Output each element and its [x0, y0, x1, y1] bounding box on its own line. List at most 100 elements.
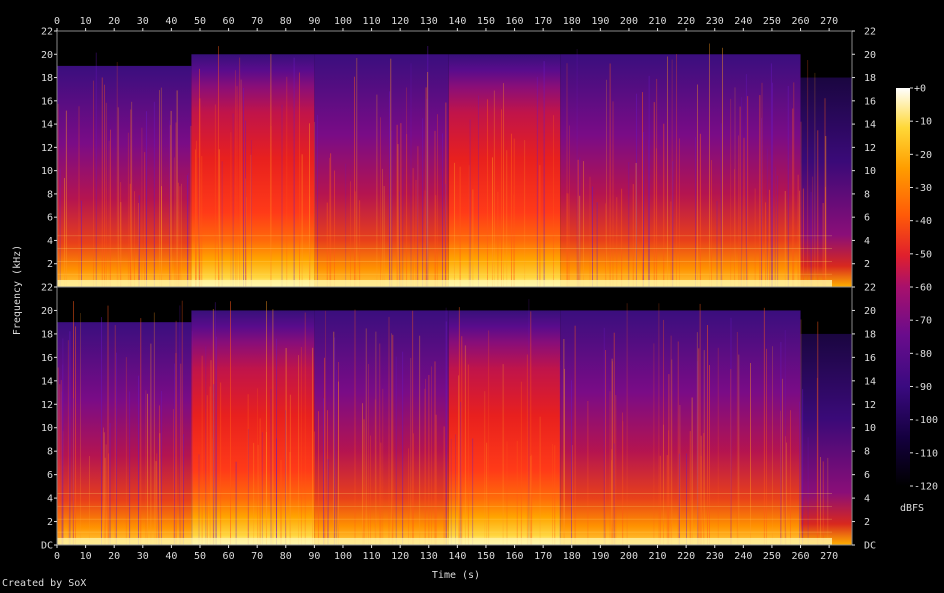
x-tick-label-top: 160	[506, 16, 524, 27]
x-tick-label: 60	[223, 551, 235, 562]
x-tick-label: 160	[506, 551, 524, 562]
credit-text: Created by SoX	[2, 578, 87, 589]
x-tick-label-top: 150	[477, 16, 495, 27]
colorbar-tick-label: -100	[914, 415, 938, 426]
x-tick-label: 190	[591, 551, 609, 562]
x-tick-label: 150	[477, 551, 495, 562]
x-tick-label: 200	[620, 551, 638, 562]
y-tick-label: 12	[41, 400, 53, 411]
x-tick-label-top: 30	[137, 16, 149, 27]
y-tick-label: 18	[41, 73, 53, 84]
x-tick-label-top: 250	[763, 16, 781, 27]
y-tick-label: 22	[41, 27, 53, 38]
y-tick-label: 12	[41, 143, 53, 154]
x-tick-label: 230	[706, 551, 724, 562]
y-tick-label: 8	[47, 189, 53, 200]
x-tick-label-top: 20	[108, 16, 120, 27]
y-tick-label: 6	[47, 470, 53, 481]
y-tick-label: 20	[41, 306, 53, 317]
y-tick-label: DC	[41, 541, 53, 552]
x-axis-label: Time (s)	[432, 570, 480, 581]
colorbar-tick-label: -20	[914, 150, 932, 161]
y-tick-label-right: DC	[864, 541, 876, 552]
spectrogram-segment	[191, 310, 315, 545]
y-tick-label-right: 16	[864, 96, 876, 107]
colorbar-ticks: +0 -10 -20 -30 -40 -50 -60 -70 -80 -90 -100 -110 -12…	[910, 84, 938, 493]
x-tick-label-top: 80	[280, 16, 292, 27]
x-tick-label-top: 90	[308, 16, 320, 27]
x-tick-label: 120	[391, 551, 409, 562]
x-tick-label: 210	[649, 551, 667, 562]
x-tick-label-top: 240	[734, 16, 752, 27]
x-tick-label: 20	[108, 551, 120, 562]
transient-streaks	[57, 43, 827, 288]
y-tick-label-right: 18	[864, 73, 876, 84]
y-tick-label: 4	[47, 494, 53, 505]
x-tick-label-top: 180	[563, 16, 581, 27]
x-tick-label-top: 170	[534, 16, 552, 27]
y-tick-label: 2	[47, 259, 53, 270]
low-frequency-band	[57, 280, 832, 287]
spectrogram-segment	[800, 333, 852, 545]
x-tick-label: 240	[734, 551, 752, 562]
time-axis-top: 0 10 20 30 40 50 60 70 80 90 100 110 120 130 140 150 160…	[54, 16, 838, 31]
y-tick-label: 14	[41, 120, 53, 131]
colorbar-tick-label: -60	[914, 283, 932, 294]
colorbar-tick-label: -40	[914, 216, 932, 227]
y-tick-label-right: 22	[864, 283, 876, 294]
spectrogram-segment	[314, 310, 449, 545]
y-tick-label: 6	[47, 213, 53, 224]
spectrogram-segment	[560, 310, 801, 545]
y-tick-label: 14	[41, 376, 53, 387]
spectrogram-segment	[800, 77, 852, 287]
y-tick-label: 2	[47, 517, 53, 528]
colorbar-tick-label: -10	[914, 117, 932, 128]
x-tick-label: 40	[165, 551, 177, 562]
x-tick-label: 250	[763, 551, 781, 562]
spectrogram-segment	[448, 310, 561, 545]
y-tick-label: 18	[41, 329, 53, 340]
x-tick-label: 220	[677, 551, 695, 562]
y-axis-label: Frequency (kHz)	[12, 245, 23, 335]
y-tick-label-right: 12	[864, 143, 876, 154]
x-tick-label-top: 70	[251, 16, 263, 27]
x-tick-label: 80	[280, 551, 292, 562]
x-tick-label-top: 210	[649, 16, 667, 27]
y-tick-label: 20	[41, 50, 53, 61]
y-tick-label: 10	[41, 423, 53, 434]
y-tick-label-right: 8	[864, 447, 870, 458]
colorbar-tick-label: -30	[914, 183, 932, 194]
colorbar-tick-label: -110	[914, 448, 938, 459]
x-tick-label-top: 120	[391, 16, 409, 27]
y-tick-label-right: 2	[864, 517, 870, 528]
y-tick-label: 8	[47, 447, 53, 458]
x-tick-label: 30	[137, 551, 149, 562]
y-tick-label-right: 4	[864, 236, 870, 247]
colorbar-tick-label: -80	[914, 349, 932, 360]
spectrogram-segment	[57, 322, 192, 545]
x-tick-label-top: 270	[820, 16, 838, 27]
y-tick-label-right: 20	[864, 306, 876, 317]
y-tick-label-right: 12	[864, 400, 876, 411]
x-tick-label: 10	[80, 551, 92, 562]
time-axis-bottom: 0 10 20 30 40 50 60 70 80 90 100 110 120 130 140 150 160…	[54, 545, 838, 562]
x-tick-label: 170	[534, 551, 552, 562]
y-tick-label: 16	[41, 353, 53, 364]
y-tick-label: 16	[41, 96, 53, 107]
x-tick-label-top: 130	[420, 16, 438, 27]
colorbar-tick-label: -70	[914, 316, 932, 327]
y-tick-label: 4	[47, 236, 53, 247]
spectrogram-channel-1	[56, 30, 853, 288]
y-tick-label-right: 14	[864, 120, 876, 131]
low-frequency-band	[57, 537, 832, 545]
spectrogram-segment	[448, 54, 561, 287]
y-tick-label: 22	[41, 283, 53, 294]
x-tick-label-top: 10	[80, 16, 92, 27]
x-tick-label-top: 40	[165, 16, 177, 27]
x-tick-label: 70	[251, 551, 263, 562]
x-tick-label-top: 0	[54, 16, 60, 27]
y-tick-label-right: 4	[864, 494, 870, 505]
y-tick-label-right: 2	[864, 259, 870, 270]
colorbar-tick-label: +0	[914, 84, 926, 95]
